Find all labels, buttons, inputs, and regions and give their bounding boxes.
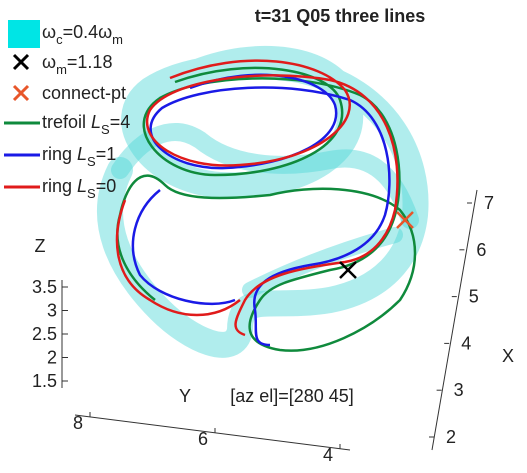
z-tick-label: 2.5 [32, 324, 57, 344]
legend-text: S [101, 122, 110, 137]
y-tick-label: 4 [323, 445, 333, 465]
legend-text: trefoil [42, 112, 91, 132]
legend-text: m [56, 62, 67, 77]
legend-text: =0.4ω [63, 22, 113, 42]
x-tick-label: 7 [484, 193, 494, 213]
legend-text: connect-pt [42, 83, 126, 103]
z-tick-label: 3 [47, 301, 57, 321]
legend-swatch [8, 20, 40, 48]
legend-text: =1 [96, 144, 117, 164]
z-tick-label: 2 [47, 348, 57, 368]
legend-label: ring LS=1 [42, 144, 116, 169]
legend-text: L [77, 176, 87, 196]
x-tick-label: 6 [476, 240, 486, 260]
chart-title: t=31 Q05 three lines [255, 6, 426, 26]
legend-text: ring [42, 176, 77, 196]
chart: t=31 Q05 three lines Z Y [az el]=[280 45… [0, 0, 527, 473]
y-axis-label: Y [179, 386, 191, 406]
legend-text: =0 [96, 176, 117, 196]
x-tick-label: 3 [454, 380, 464, 400]
y-tick-label: 6 [198, 429, 208, 449]
page: {"chart_data": {"type": "line3d", "title… [0, 0, 527, 473]
z-tick-label: 3.5 [32, 277, 57, 297]
legend-text: =1.18 [67, 52, 113, 72]
annotation: [az el]=[280 45] [230, 386, 354, 406]
y-tick-label: 8 [73, 413, 83, 433]
legend-text: S [87, 154, 96, 169]
legend-label: ωm=1.18 [42, 52, 112, 77]
legend-text: ω [42, 22, 56, 42]
legend-text: ring [42, 144, 77, 164]
legend-text: ω [42, 52, 56, 72]
legend-text: m [112, 32, 123, 47]
x-tick-label: 2 [446, 427, 456, 447]
z-axis-label: Z [35, 236, 46, 256]
x-tick-label: 4 [461, 333, 471, 353]
legend-label: connect-pt [42, 83, 126, 103]
legend-text: L [91, 112, 101, 132]
z-tick-label: 1.5 [32, 371, 57, 391]
x-axis-label: X [502, 346, 514, 366]
x-tick-label: 5 [469, 287, 479, 307]
legend-text: =4 [110, 112, 131, 132]
legend-label: trefoil LS=4 [42, 112, 130, 137]
legend-text: S [87, 186, 96, 201]
legend-text: L [77, 144, 87, 164]
legend-label: ωc=0.4ωm [42, 22, 123, 47]
